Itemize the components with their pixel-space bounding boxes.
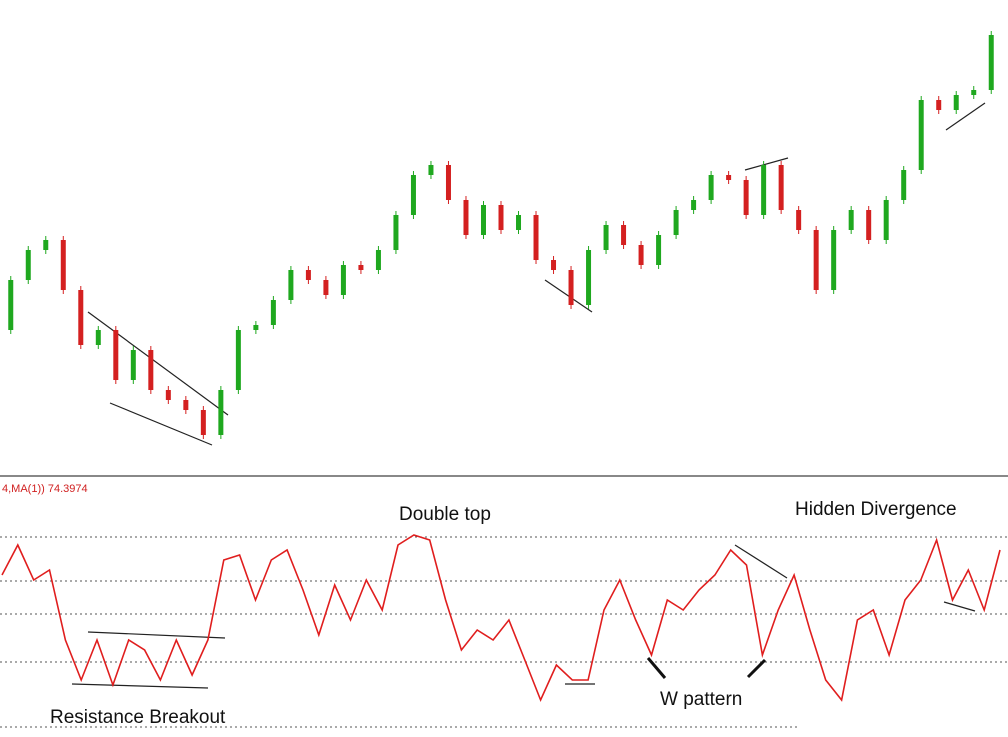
candle [638,245,644,265]
candle [533,215,539,260]
candle [673,210,679,235]
candle [358,265,364,270]
candle [130,350,136,380]
candle [480,205,486,235]
candle [551,260,557,270]
candle [726,175,732,180]
indicator-line [1,534,1001,703]
candle [270,300,276,325]
candle [393,215,399,250]
candle [603,225,609,250]
candle [25,250,31,280]
candle [848,210,854,230]
candle [761,165,767,215]
trend-lines [71,102,986,689]
annotation: W pattern [660,689,742,710]
candle [498,205,504,230]
candle [796,210,802,230]
candle [165,390,171,400]
candle [288,270,294,300]
candle [253,325,259,330]
candle [936,100,942,110]
candle [463,200,469,235]
candle [778,165,784,210]
candle [78,290,84,345]
candle [235,330,241,390]
candle [971,90,977,95]
candle [691,200,697,210]
candle [813,230,819,290]
candle [708,175,714,200]
candle [866,210,872,240]
indicator-label: 4,MA(1)) 74.3974 [2,483,88,495]
annotation: Hidden Divergence [795,499,957,520]
candle [375,250,381,270]
candle [831,230,837,290]
candle [305,270,311,280]
annotation: Resistance Breakout [50,707,226,728]
candle [445,165,451,200]
candle [218,390,224,435]
candle [43,240,49,250]
annotation: Double top [399,504,491,525]
candle [568,270,574,305]
candle [656,235,662,265]
candle [953,95,959,110]
candle [183,400,189,410]
candle [621,225,627,245]
candle [516,215,522,230]
candle [323,280,329,295]
candle [918,100,924,170]
marks [1,31,1001,703]
candle [410,175,416,215]
candle [428,165,434,175]
candle [743,180,749,215]
candle [95,330,101,345]
candle [988,35,994,90]
candle [60,240,66,290]
candle [113,330,119,380]
candle [8,280,14,330]
candle [901,170,907,200]
candle [340,265,346,295]
candle [148,350,154,390]
candle [883,200,889,240]
candle [200,410,206,435]
candle [586,250,592,305]
